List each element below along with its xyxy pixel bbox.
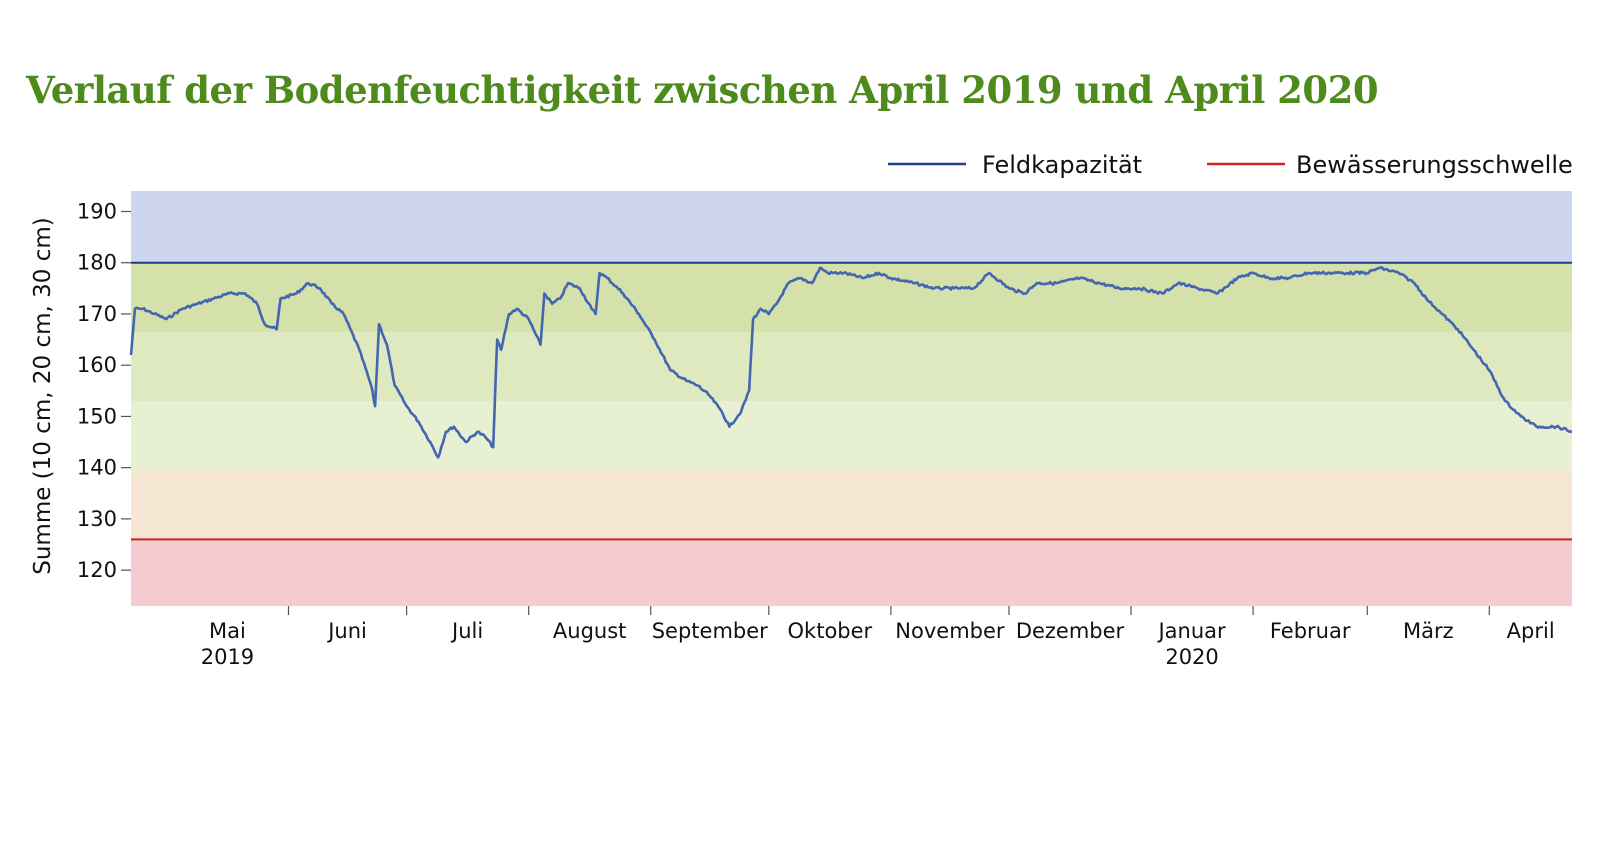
- x-tick-label-4: September: [652, 619, 768, 643]
- legend-label-1: Bewässerungsschwelle: [1296, 151, 1573, 179]
- y-tick-label-130: 130: [77, 507, 117, 531]
- y-tick-label-190: 190: [77, 199, 117, 223]
- band-0: [131, 191, 1572, 263]
- x-tick-label-0: Mai: [209, 619, 246, 643]
- legend: Feldkapazität Bewässerungsschwelle: [888, 151, 1573, 179]
- band-3: [131, 401, 1572, 471]
- y-tick-label-160: 160: [77, 353, 117, 377]
- x-tick-label-8: Januar: [1156, 619, 1226, 643]
- series-layer: [129, 266, 1573, 459]
- band-5: [131, 539, 1572, 606]
- x-tick-sublabel-8: 2020: [1165, 645, 1218, 669]
- y-tick-label-120: 120: [77, 558, 117, 582]
- x-tick-label-1: Juni: [326, 619, 367, 643]
- y-tick-label-180: 180: [77, 251, 117, 275]
- y-tick-label-140: 140: [77, 456, 117, 480]
- x-tick-label-11: April: [1507, 619, 1555, 643]
- y-axis: 120 130 140 150 160 170 180 190: [77, 199, 131, 582]
- x-tick-label-10: März: [1403, 619, 1454, 643]
- y-tick-label-150: 150: [77, 404, 117, 428]
- x-tick-label-6: November: [895, 619, 1005, 643]
- x-tick-label-9: Februar: [1270, 619, 1351, 643]
- background-bands: [131, 191, 1572, 606]
- x-tick-label-7: Dezember: [1016, 619, 1125, 643]
- series-line-soil-moisture: [129, 266, 1573, 459]
- x-tick-label-2: Juli: [450, 619, 483, 643]
- chart-title: Verlauf der Bodenfeuchtigkeit zwischen A…: [26, 68, 1379, 112]
- y-tick-label-170: 170: [77, 302, 117, 326]
- x-tick-label-3: August: [553, 619, 627, 643]
- reference-lines: [131, 261, 1572, 541]
- x-tick-sublabel-0: 2019: [201, 645, 254, 669]
- y-axis-label: Summe (10 cm, 20 cm, 30 cm): [30, 217, 56, 575]
- legend-label-0: Feldkapazität: [982, 151, 1142, 179]
- band-4: [131, 470, 1572, 540]
- x-tick-label-5: Oktober: [788, 619, 873, 643]
- band-2: [131, 331, 1572, 402]
